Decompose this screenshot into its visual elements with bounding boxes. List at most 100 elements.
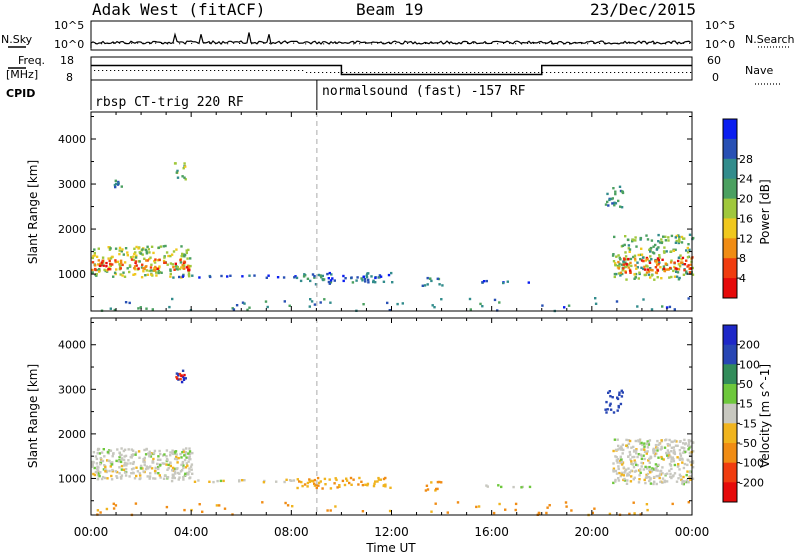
range-gate-cell bbox=[133, 267, 136, 270]
range-gate-cell bbox=[288, 304, 291, 307]
range-gate-cell bbox=[631, 240, 634, 243]
range-gate-cell bbox=[105, 269, 109, 272]
range-gate-cell bbox=[181, 175, 184, 178]
range-gate-cell bbox=[138, 260, 141, 263]
range-gate-cell bbox=[636, 464, 639, 467]
range-gate-cell bbox=[139, 306, 142, 309]
range-gate-cell bbox=[100, 477, 104, 481]
range-gate-cell bbox=[118, 466, 121, 469]
range-gate-cell bbox=[124, 461, 127, 465]
range-gate-cell bbox=[667, 239, 670, 242]
range-gate-cell bbox=[148, 251, 151, 254]
range-gate-cell bbox=[681, 261, 684, 264]
range-gate-cell bbox=[133, 252, 136, 256]
range-gate-cell bbox=[425, 484, 429, 487]
range-gate-cell bbox=[175, 372, 179, 375]
range-gate-cell bbox=[611, 396, 614, 399]
range-gate-cell bbox=[152, 268, 156, 272]
range-gate-cell bbox=[330, 273, 333, 276]
range-gate-cell bbox=[668, 438, 671, 442]
range-gate-cell bbox=[673, 265, 676, 269]
range-gate-cell bbox=[604, 203, 608, 206]
range-gate-cell bbox=[627, 439, 630, 442]
range-gate-cell bbox=[345, 479, 349, 482]
range-gate-cell bbox=[179, 470, 183, 473]
colorbar-swatch bbox=[723, 119, 737, 140]
nave-label: Nave bbox=[745, 64, 773, 77]
range-gate-cell bbox=[114, 185, 117, 189]
range-gate-cell bbox=[632, 466, 636, 469]
range-gate-cell bbox=[624, 468, 628, 471]
freq-label: Freq. bbox=[18, 54, 45, 67]
range-gate-cell bbox=[331, 277, 334, 280]
range-gate-cell bbox=[386, 301, 389, 305]
range-gate-cell bbox=[616, 438, 619, 441]
range-gate-cell bbox=[333, 482, 336, 485]
colorbar-tick-label: 200 bbox=[739, 339, 760, 352]
range-gate-cell bbox=[111, 461, 114, 464]
noise-sky-trace bbox=[90, 32, 692, 48]
panel-frame bbox=[90, 317, 693, 516]
colorbar-swatch bbox=[723, 384, 737, 405]
range-gate-cell bbox=[153, 261, 157, 264]
range-gate-cell bbox=[158, 258, 161, 261]
range-gate-cell bbox=[96, 465, 99, 468]
range-gate-cell bbox=[93, 264, 97, 267]
range-gate-cell bbox=[514, 502, 518, 506]
range-gate-cell bbox=[612, 411, 616, 414]
range-gate-cell bbox=[311, 273, 315, 276]
range-gate-cell bbox=[144, 265, 147, 269]
range-gate-cell bbox=[177, 372, 180, 376]
range-gate-cell bbox=[677, 259, 680, 263]
range-gate-cell bbox=[618, 391, 621, 394]
colorbar-frame bbox=[722, 324, 738, 503]
range-gate-cell bbox=[313, 478, 316, 482]
range-gate-cell bbox=[108, 266, 111, 269]
range-gate-cell bbox=[629, 261, 632, 265]
range-gate-cell bbox=[606, 408, 609, 411]
range-gate-cell bbox=[102, 448, 105, 451]
range-gate-cell bbox=[614, 190, 617, 193]
range-gate-cell bbox=[633, 449, 636, 452]
range-gate-cell bbox=[652, 451, 656, 455]
range-gate-cell bbox=[430, 510, 433, 513]
range-gate-cell bbox=[646, 446, 650, 449]
range-gate-cell bbox=[109, 465, 112, 468]
range-gate-cell bbox=[118, 456, 121, 459]
colorbar-swatch bbox=[723, 403, 737, 424]
range-gate-cell bbox=[154, 267, 157, 270]
range-gate-cell bbox=[667, 456, 670, 460]
range-gate-cell bbox=[619, 474, 622, 478]
range-gate-cell bbox=[634, 272, 638, 276]
range-gate-cell bbox=[144, 248, 147, 251]
range-gate-cell bbox=[468, 297, 472, 301]
nsearch-label: N.Search bbox=[745, 33, 795, 46]
range-gate-cell bbox=[678, 235, 681, 239]
range-gate-cell bbox=[689, 267, 692, 270]
range-gate-cell bbox=[118, 451, 121, 454]
range-gate-cell bbox=[149, 452, 152, 455]
range-gate-cell bbox=[617, 444, 620, 448]
range-gate-cell bbox=[158, 270, 162, 274]
range-gate-cell bbox=[638, 439, 641, 443]
range-gate-cell bbox=[138, 472, 142, 475]
range-gate-cell bbox=[198, 503, 201, 506]
range-gate-cell bbox=[379, 275, 383, 278]
range-gate-cell bbox=[101, 263, 104, 267]
range-gate-cell bbox=[625, 278, 628, 281]
range-gate-cell bbox=[646, 440, 649, 443]
range-gate-cell bbox=[650, 239, 654, 242]
range-gate-cell bbox=[661, 472, 664, 475]
range-gate-cell bbox=[308, 305, 311, 308]
range-gate-cell bbox=[632, 478, 635, 481]
range-gate-cell bbox=[302, 275, 306, 278]
range-gate-cell bbox=[619, 461, 622, 465]
range-gate-cell bbox=[169, 464, 172, 468]
range-gate-cell bbox=[122, 253, 125, 256]
range-gate-cell bbox=[285, 478, 288, 481]
colorbar-tick-label: 8 bbox=[739, 252, 746, 265]
range-gate-cell bbox=[652, 468, 656, 471]
range-gate-cell bbox=[147, 452, 150, 455]
range-gate-cell bbox=[662, 458, 665, 461]
colorbar-swatch bbox=[723, 423, 737, 444]
